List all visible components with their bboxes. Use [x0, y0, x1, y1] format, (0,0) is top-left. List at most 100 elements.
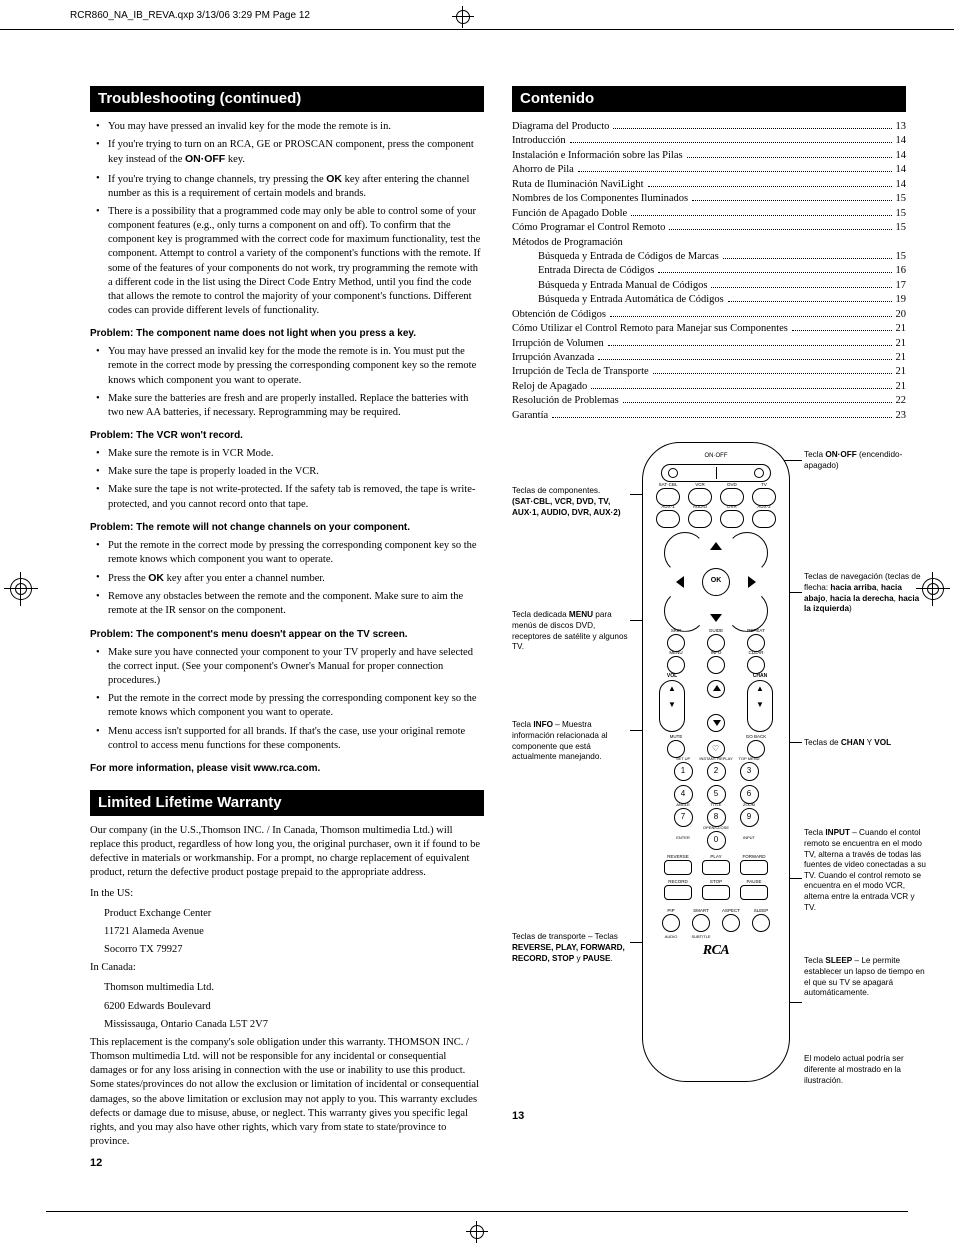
toc-row: Búsqueda y Entrada Automática de Códigos… [512, 293, 906, 306]
toc-page: 15 [896, 221, 907, 234]
address-line: 6200 Edwards Boulevard [90, 1000, 484, 1014]
toc-row: Irrupción de Tecla de Transporte21 [512, 365, 906, 378]
toc-row: Búsqueda y Entrada Manual de Códigos17 [512, 279, 906, 292]
crop-target-left [4, 572, 38, 606]
remote-diagram: Teclas de componentes. (SAT·CBL, VCR, DV… [512, 442, 906, 1102]
ok-button: OK [702, 568, 730, 596]
header-slug: RCR860_NA_IB_REVA.qxp 3/13/06 3:29 PM Pa… [70, 10, 310, 21]
toc-row: Resolución de Problemas22 [512, 394, 906, 407]
bullet-list-4: Put the remote in the correct mode by pr… [90, 539, 484, 619]
toc-row: Ahorro de Pila14 [512, 163, 906, 176]
toc-leader [692, 195, 891, 201]
component-row: AUX·1AUDIODVRAUX·2 [643, 510, 789, 528]
transport-row: REVERSEPLAYFORWARD [643, 860, 789, 875]
toc-leader [552, 411, 891, 417]
bullet-item: Menu access isn't supported for all bran… [90, 725, 484, 753]
toc-leader [598, 354, 891, 360]
bullet-item: Press the OK key after you enter a chann… [90, 571, 484, 586]
section-heading-contenido: Contenido [512, 86, 906, 112]
toc-page: 15 [896, 207, 907, 220]
toc-label: Instalación e Información sobre las Pila… [512, 149, 683, 162]
toc-label: Resolución de Problemas [512, 394, 619, 407]
down-button [707, 714, 725, 732]
callout-menu: Tecla dedicada MENU para menús de discos… [512, 610, 630, 653]
toc-label: Métodos de Programación [512, 236, 623, 249]
toc-leader [631, 209, 891, 215]
toc-page: 21 [896, 380, 907, 393]
toc-row: Búsqueda y Entrada de Códigos de Marcas1… [512, 250, 906, 263]
page-number-right: 13 [512, 1110, 906, 1122]
toc-row: Introducción14 [512, 134, 906, 147]
bullet-item: Make sure the tape is properly loaded in… [90, 465, 484, 479]
number-button: 7ANGLE [674, 808, 693, 827]
transport-button: RECORD [664, 885, 692, 900]
toc-page: 13 [896, 120, 907, 133]
right-column: Contenido Diagrama del Producto13Introdu… [512, 86, 906, 1169]
toc-row: Nombres de los Componentes Iluminados15 [512, 192, 906, 205]
bullet-item: Make sure the batteries are fresh and ar… [90, 392, 484, 420]
toc: Diagrama del Producto13Introducción14Ins… [512, 120, 906, 422]
round-button: INFO [707, 656, 725, 674]
section-heading-troubleshooting: Troubleshooting (continued) [90, 86, 484, 112]
on-off-button [661, 464, 771, 482]
toc-leader [613, 123, 891, 129]
bottom-button: ASPECT [722, 914, 740, 932]
toc-leader [591, 383, 891, 389]
bullet-item: Remove any obstacles between the remote … [90, 590, 484, 618]
toc-leader [610, 310, 892, 316]
toc-label: Irrupción de Tecla de Transporte [512, 365, 649, 378]
bullet-item: Make sure the tape is not write-protecte… [90, 483, 484, 511]
problem-heading-3: Problem: The remote will not change chan… [90, 522, 484, 533]
number-button: 3TOP MENU [740, 762, 759, 781]
toc-row: Cómo Programar el Control Remoto15 [512, 221, 906, 234]
toc-row: Entrada Directa de Códigos16 [512, 264, 906, 277]
transport-row: RECORDSTOPPAUSE [643, 885, 789, 900]
toc-page: 14 [896, 163, 907, 176]
mid-button-row: MENUINFOCLEAR [643, 656, 789, 674]
toc-leader [653, 368, 892, 374]
number-button: 9ZOOM [740, 808, 759, 827]
problem-heading-4: Problem: The component's menu doesn't ap… [90, 629, 484, 640]
toc-label: Irrupción de Volumen [512, 337, 604, 350]
transport-button: PLAY [702, 860, 730, 875]
number-button: 1SET UP [674, 762, 693, 781]
problem-heading-1: Problem: The component name does not lig… [90, 328, 484, 339]
bottom-button: PIPAUDIO [662, 914, 680, 932]
toc-leader [623, 397, 892, 403]
bullet-item: You may have pressed an invalid key for … [90, 345, 484, 388]
component-button: AUDIO [688, 510, 712, 528]
toc-page: 21 [896, 337, 907, 350]
number-button: 2INSTANT REPLAY [707, 762, 726, 781]
callout-transport: Teclas de transporte – Teclas REVERSE, P… [512, 932, 630, 964]
warranty-para-1: Our company (in the U.S.,Thomson INC. / … [90, 824, 484, 881]
callout-nav: Teclas de navegación (teclas de flecha: … [804, 572, 926, 615]
toc-page: 19 [896, 293, 907, 306]
address-line: Thomson multimedia Ltd. [90, 981, 484, 995]
bullet-list-1: You may have pressed an invalid key for … [90, 120, 484, 318]
numpad-row: ENTER0OPEN/CLOSEINPUT [643, 831, 789, 850]
callout-sleep: Tecla SLEEP – Le permite establecer un l… [804, 956, 926, 999]
toc-row: Cómo Utilizar el Control Remoto para Man… [512, 322, 906, 335]
registration-mark-top [452, 6, 474, 28]
navigation-pad: OK [668, 536, 764, 628]
address-line: 11721 Alameda Avenue [90, 925, 484, 939]
problem-heading-2: Problem: The VCR won't record. [90, 430, 484, 441]
toc-row: Irrupción de Volumen 21 [512, 337, 906, 350]
bullet-item: Put the remote in the correct mode by pr… [90, 539, 484, 567]
callout-input: Tecla INPUT – Cuando el contol remoto se… [804, 828, 926, 913]
component-button: AUX·1 [656, 510, 680, 528]
toc-page: 15 [896, 192, 907, 205]
transport-button: PAUSE [740, 885, 768, 900]
bullet-item: You may have pressed an invalid key for … [90, 120, 484, 134]
toc-row: Métodos de Programación [512, 236, 906, 249]
toc-leader [608, 339, 892, 345]
toc-label: Obtención de Códigos [512, 308, 606, 321]
address-us-label: In the US: [90, 887, 484, 901]
toc-row: Función de Apagado Doble15 [512, 207, 906, 220]
toc-leader [687, 152, 892, 158]
toc-label: Cómo Utilizar el Control Remoto para Man… [512, 322, 788, 335]
toc-label: Búsqueda y Entrada Automática de Códigos [538, 293, 724, 306]
toc-leader [578, 166, 892, 172]
toc-leader [669, 224, 891, 230]
toc-page: 14 [896, 178, 907, 191]
